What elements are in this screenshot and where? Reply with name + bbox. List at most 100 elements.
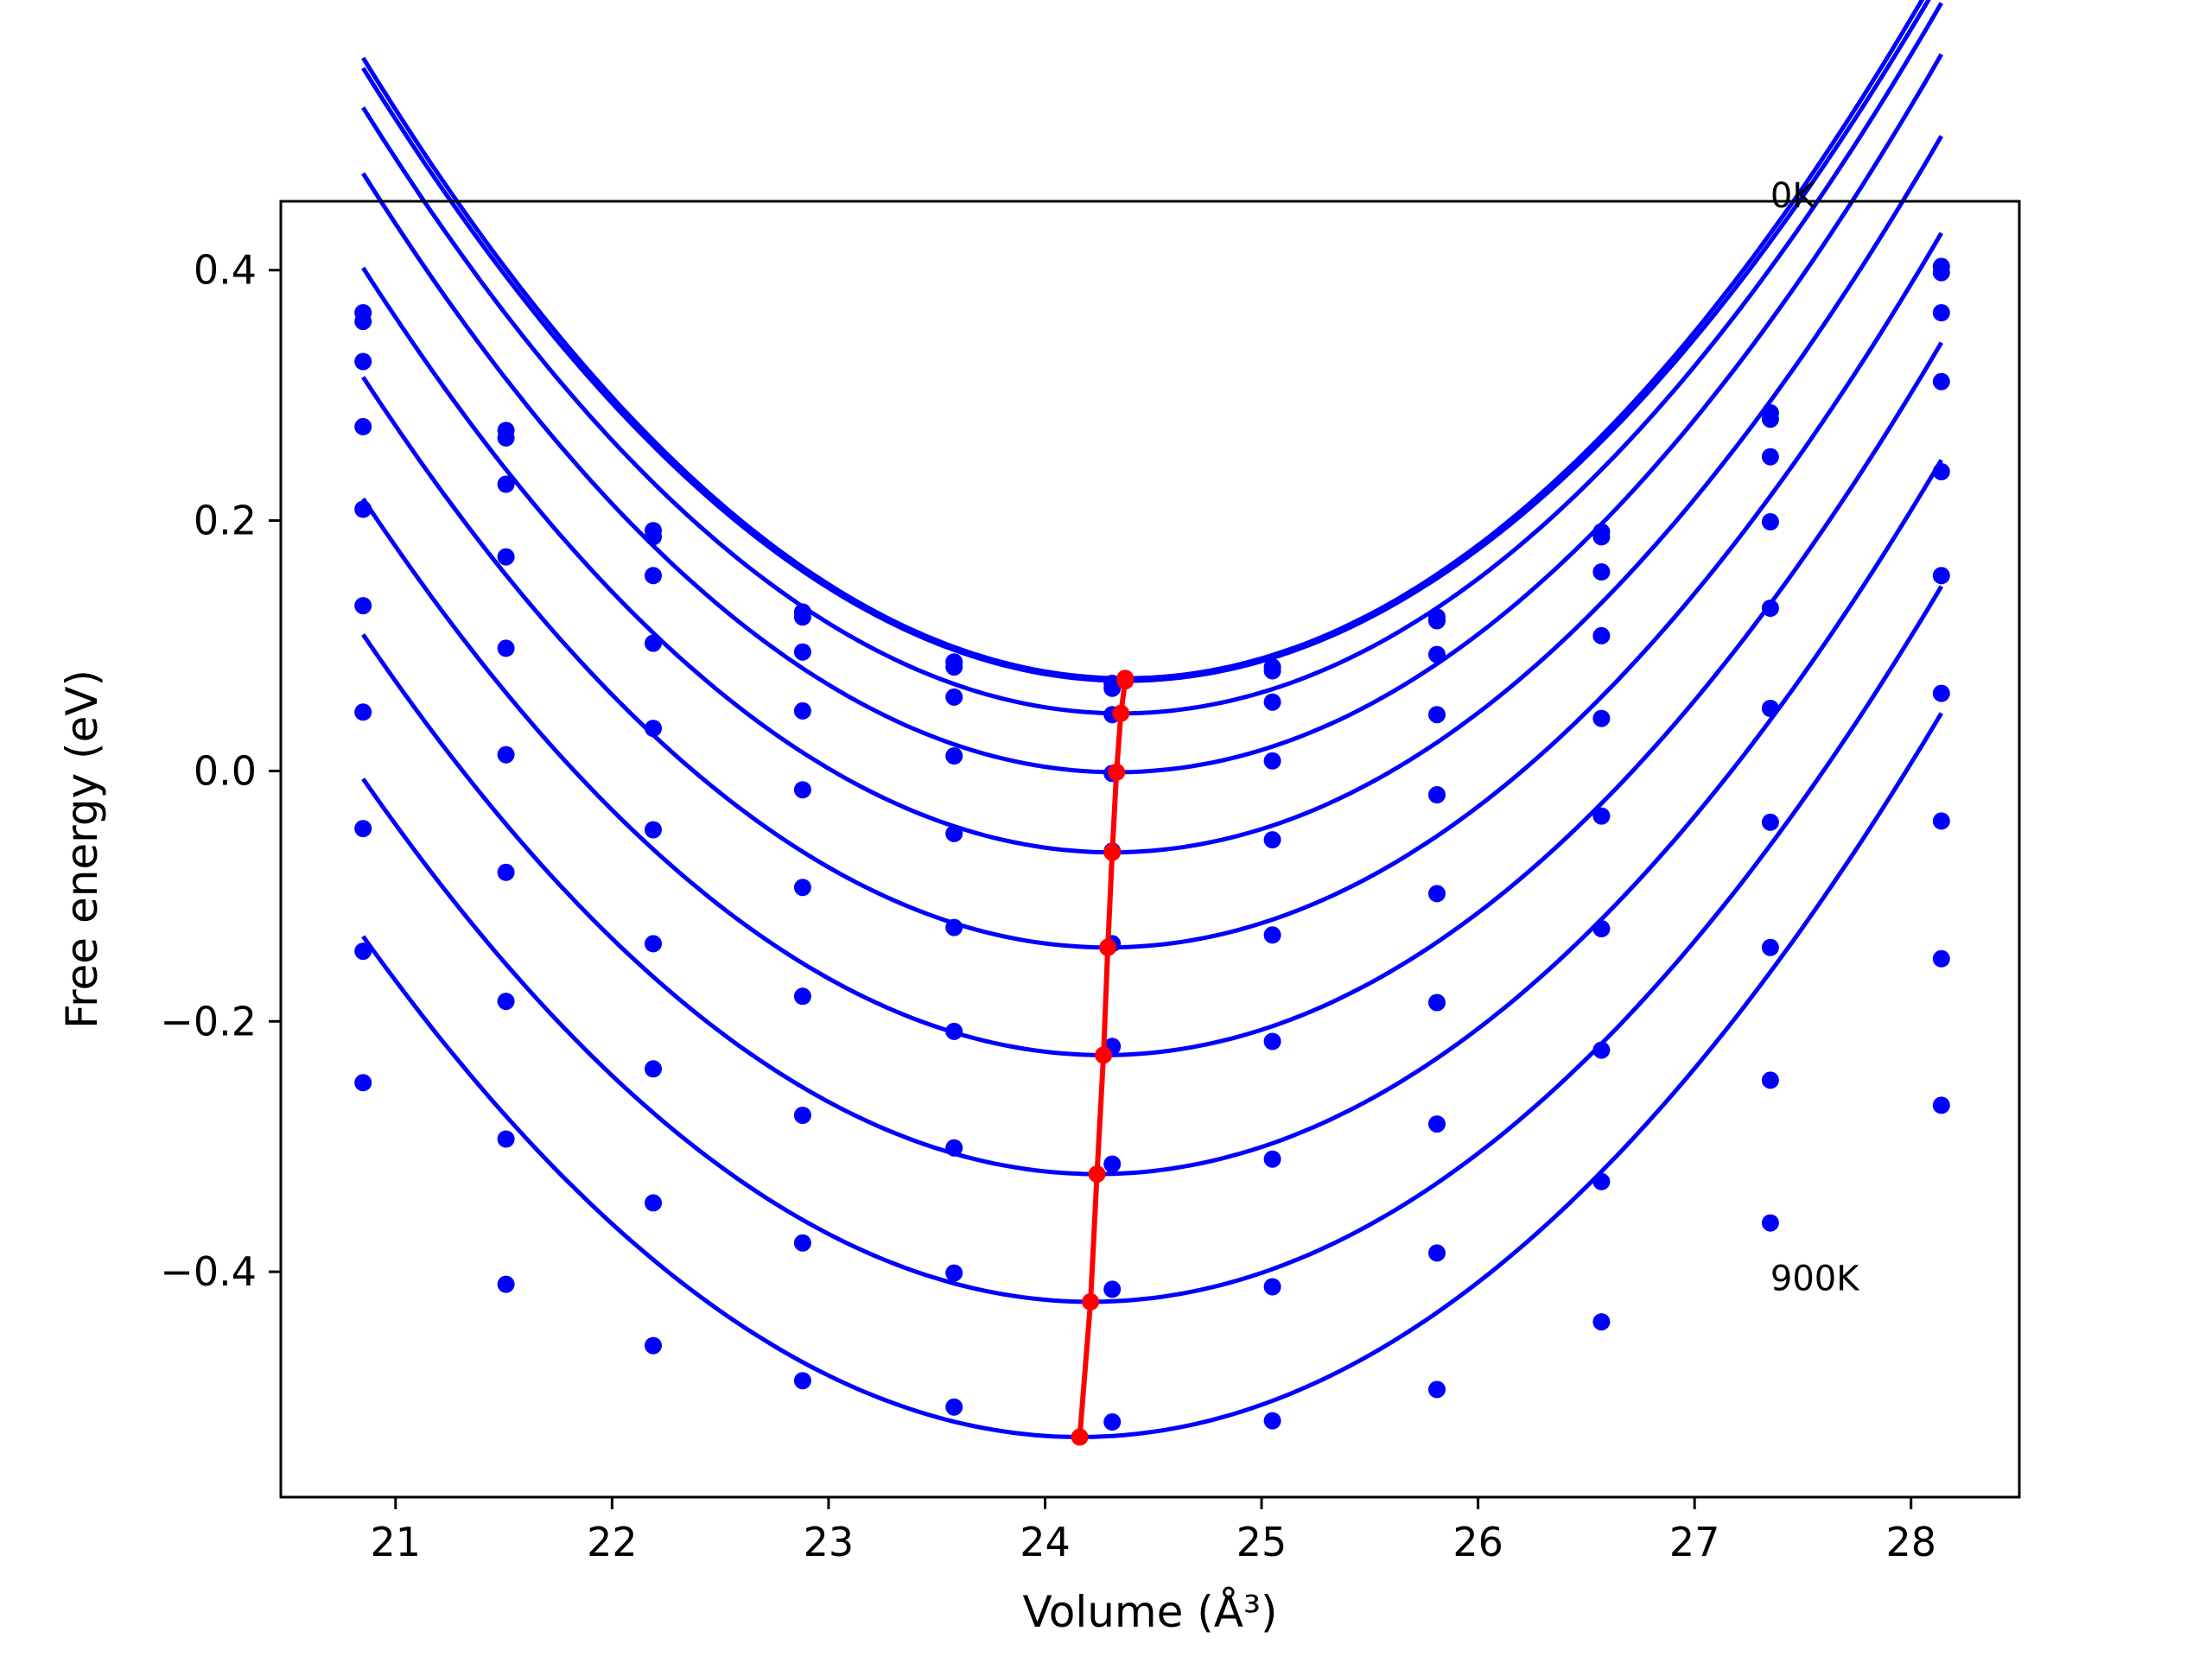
data-point bbox=[1428, 993, 1446, 1012]
data-point bbox=[1761, 1071, 1779, 1089]
data-point bbox=[793, 781, 811, 799]
x-tick-label: 22 bbox=[587, 1519, 638, 1565]
fit-curve bbox=[361, 459, 1943, 1177]
x-axis-ticks: 21 22 23 24 25 26 27 28 bbox=[371, 1497, 1936, 1565]
data-point bbox=[793, 987, 811, 1006]
equilibrium-line-group bbox=[1071, 670, 1135, 1446]
data-point bbox=[945, 688, 963, 706]
data-point bbox=[354, 703, 372, 721]
data-points bbox=[354, 257, 1950, 1431]
y-axis-label: Free energy (eV) bbox=[57, 670, 107, 1029]
data-point bbox=[945, 1022, 963, 1040]
data-point bbox=[1592, 626, 1611, 644]
data-point bbox=[1761, 1214, 1779, 1232]
data-point bbox=[793, 701, 811, 720]
y-tick-label: −0.4 bbox=[160, 1248, 257, 1295]
data-point bbox=[1592, 528, 1611, 546]
data-point bbox=[1592, 1313, 1611, 1331]
data-point bbox=[793, 643, 811, 661]
fit-curve bbox=[361, 0, 1925, 681]
y-tick-label: 0.0 bbox=[194, 747, 257, 794]
fit-curve bbox=[361, 2, 1943, 716]
data-point bbox=[1263, 831, 1281, 849]
data-point bbox=[945, 1264, 963, 1282]
data-point bbox=[645, 567, 662, 585]
data-point bbox=[945, 824, 963, 842]
data-point bbox=[1592, 709, 1611, 727]
data-point bbox=[1263, 752, 1281, 770]
data-point bbox=[1932, 567, 1950, 585]
data-point bbox=[1761, 410, 1779, 428]
y-tick-label: 0.2 bbox=[194, 498, 257, 544]
data-point bbox=[1592, 1041, 1611, 1059]
y-tick-label: 0.4 bbox=[194, 247, 257, 294]
equilibrium-point bbox=[1082, 1292, 1100, 1311]
data-point bbox=[354, 597, 372, 615]
data-point bbox=[1592, 563, 1611, 581]
data-point bbox=[645, 634, 662, 652]
data-point bbox=[1428, 645, 1446, 663]
data-point bbox=[1932, 684, 1950, 702]
data-point bbox=[1428, 706, 1446, 724]
x-tick-label: 23 bbox=[804, 1519, 855, 1565]
data-point bbox=[1263, 1150, 1281, 1168]
data-point bbox=[497, 475, 515, 493]
y-axis-ticks: −0.4 −0.2 0.0 0.2 0.4 bbox=[160, 247, 281, 1295]
data-point bbox=[1428, 1115, 1446, 1133]
data-point bbox=[1932, 812, 1950, 830]
fit-curve bbox=[361, 585, 1943, 1304]
equilibrium-point bbox=[1099, 938, 1117, 956]
data-point bbox=[354, 417, 372, 435]
data-point bbox=[354, 820, 372, 838]
data-point bbox=[1761, 938, 1779, 956]
equilibrium-point bbox=[1088, 1165, 1106, 1184]
data-point bbox=[497, 1130, 515, 1148]
x-tick-label: 21 bbox=[371, 1519, 422, 1565]
data-point bbox=[1932, 949, 1950, 968]
data-point bbox=[497, 993, 515, 1011]
x-tick-label: 28 bbox=[1885, 1519, 1936, 1565]
data-point bbox=[645, 528, 662, 546]
data-point bbox=[354, 943, 372, 961]
equilibrium-point bbox=[1116, 672, 1135, 690]
data-point bbox=[1263, 1032, 1281, 1050]
x-tick-label: 24 bbox=[1020, 1519, 1071, 1565]
data-point bbox=[497, 548, 515, 566]
data-point bbox=[793, 879, 811, 897]
data-point bbox=[354, 1074, 372, 1092]
data-point bbox=[645, 1060, 662, 1078]
data-point bbox=[1103, 1280, 1122, 1298]
fit-curve bbox=[361, 712, 1943, 1439]
data-point bbox=[1932, 304, 1950, 321]
data-point bbox=[1592, 807, 1611, 825]
data-point bbox=[645, 720, 662, 738]
data-point bbox=[645, 1194, 662, 1212]
fit-curve bbox=[361, 53, 1943, 775]
data-point bbox=[1592, 1172, 1611, 1190]
annotation-900k: 900K bbox=[1770, 1259, 1860, 1298]
data-point bbox=[1761, 700, 1779, 717]
data-point bbox=[793, 1234, 811, 1252]
data-point bbox=[1592, 920, 1611, 937]
data-point bbox=[1761, 813, 1779, 831]
equilibrium-point bbox=[1108, 763, 1126, 781]
data-point bbox=[1932, 263, 1950, 282]
data-point bbox=[1428, 612, 1446, 630]
data-point bbox=[354, 313, 372, 331]
data-point bbox=[1761, 447, 1779, 466]
data-point bbox=[1761, 513, 1779, 530]
data-point bbox=[945, 1398, 963, 1416]
data-point bbox=[1263, 693, 1281, 711]
data-point bbox=[1103, 1413, 1122, 1431]
x-tick-label: 25 bbox=[1236, 1519, 1287, 1565]
data-point bbox=[497, 1275, 515, 1293]
fit-curve bbox=[361, 0, 1931, 683]
equilibrium-line bbox=[1077, 678, 1128, 1438]
equilibrium-point bbox=[1112, 704, 1130, 722]
x-axis-label: Volume (Å³) bbox=[1022, 1587, 1277, 1637]
equilibrium-point bbox=[1095, 1046, 1113, 1064]
data-point bbox=[945, 747, 963, 765]
x-tick-label: 27 bbox=[1669, 1519, 1720, 1565]
data-point bbox=[497, 428, 515, 447]
